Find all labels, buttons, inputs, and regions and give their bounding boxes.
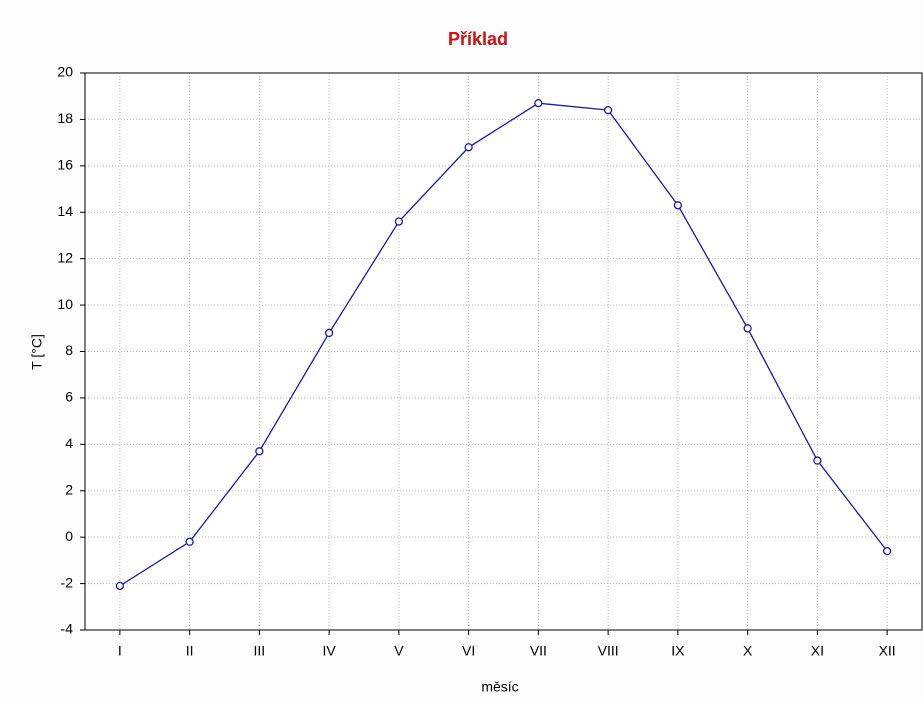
data-line bbox=[119, 102, 888, 587]
data-point bbox=[394, 217, 404, 226]
data-point bbox=[324, 328, 334, 338]
data-point bbox=[603, 105, 613, 115]
y-axis-label: T [°C] bbox=[29, 334, 45, 370]
data-point bbox=[185, 537, 194, 546]
data-point bbox=[882, 546, 892, 556]
x-tick-label: III bbox=[254, 643, 266, 659]
y-tick-label: -4 bbox=[61, 621, 74, 637]
plot-border bbox=[84, 72, 923, 631]
x-tick-label: XI bbox=[811, 643, 824, 659]
x-tick-label: IV bbox=[323, 643, 337, 659]
y-tick-label: 18 bbox=[57, 110, 73, 126]
y-tick-label: 20 bbox=[57, 64, 73, 80]
y-tick-label: 4 bbox=[65, 435, 73, 451]
x-tick-label: I bbox=[118, 643, 122, 659]
data-point bbox=[464, 143, 473, 152]
y-tick-label: 8 bbox=[65, 342, 73, 358]
x-tick-label: V bbox=[394, 643, 404, 659]
data-point bbox=[534, 99, 543, 108]
y-tick-label: 6 bbox=[65, 389, 73, 405]
y-tick-label: 14 bbox=[57, 203, 73, 219]
x-tick-label: VIII bbox=[598, 643, 619, 659]
x-tick-label: XII bbox=[879, 643, 896, 659]
y-tick-label: 10 bbox=[57, 296, 73, 312]
data-point bbox=[743, 324, 752, 333]
y-tick-label: -2 bbox=[61, 574, 74, 590]
y-tick-label: 0 bbox=[65, 528, 73, 544]
x-tick-label: VI bbox=[462, 643, 475, 659]
data-point bbox=[673, 201, 683, 210]
x-tick-label: IX bbox=[671, 643, 685, 659]
data-point bbox=[255, 447, 264, 456]
plot-area bbox=[85, 73, 922, 630]
x-axis-label: měsíc bbox=[481, 679, 518, 695]
y-tick-label: 12 bbox=[57, 249, 73, 265]
x-tick-label: X bbox=[743, 643, 753, 659]
data-point bbox=[813, 456, 822, 465]
x-tick-label: II bbox=[186, 643, 194, 659]
x-tick-label: VII bbox=[530, 643, 547, 659]
chart-title: Příklad bbox=[448, 29, 508, 49]
y-tick-label: 16 bbox=[57, 157, 73, 173]
y-tick-label: 2 bbox=[65, 481, 73, 497]
data-point bbox=[115, 581, 125, 591]
